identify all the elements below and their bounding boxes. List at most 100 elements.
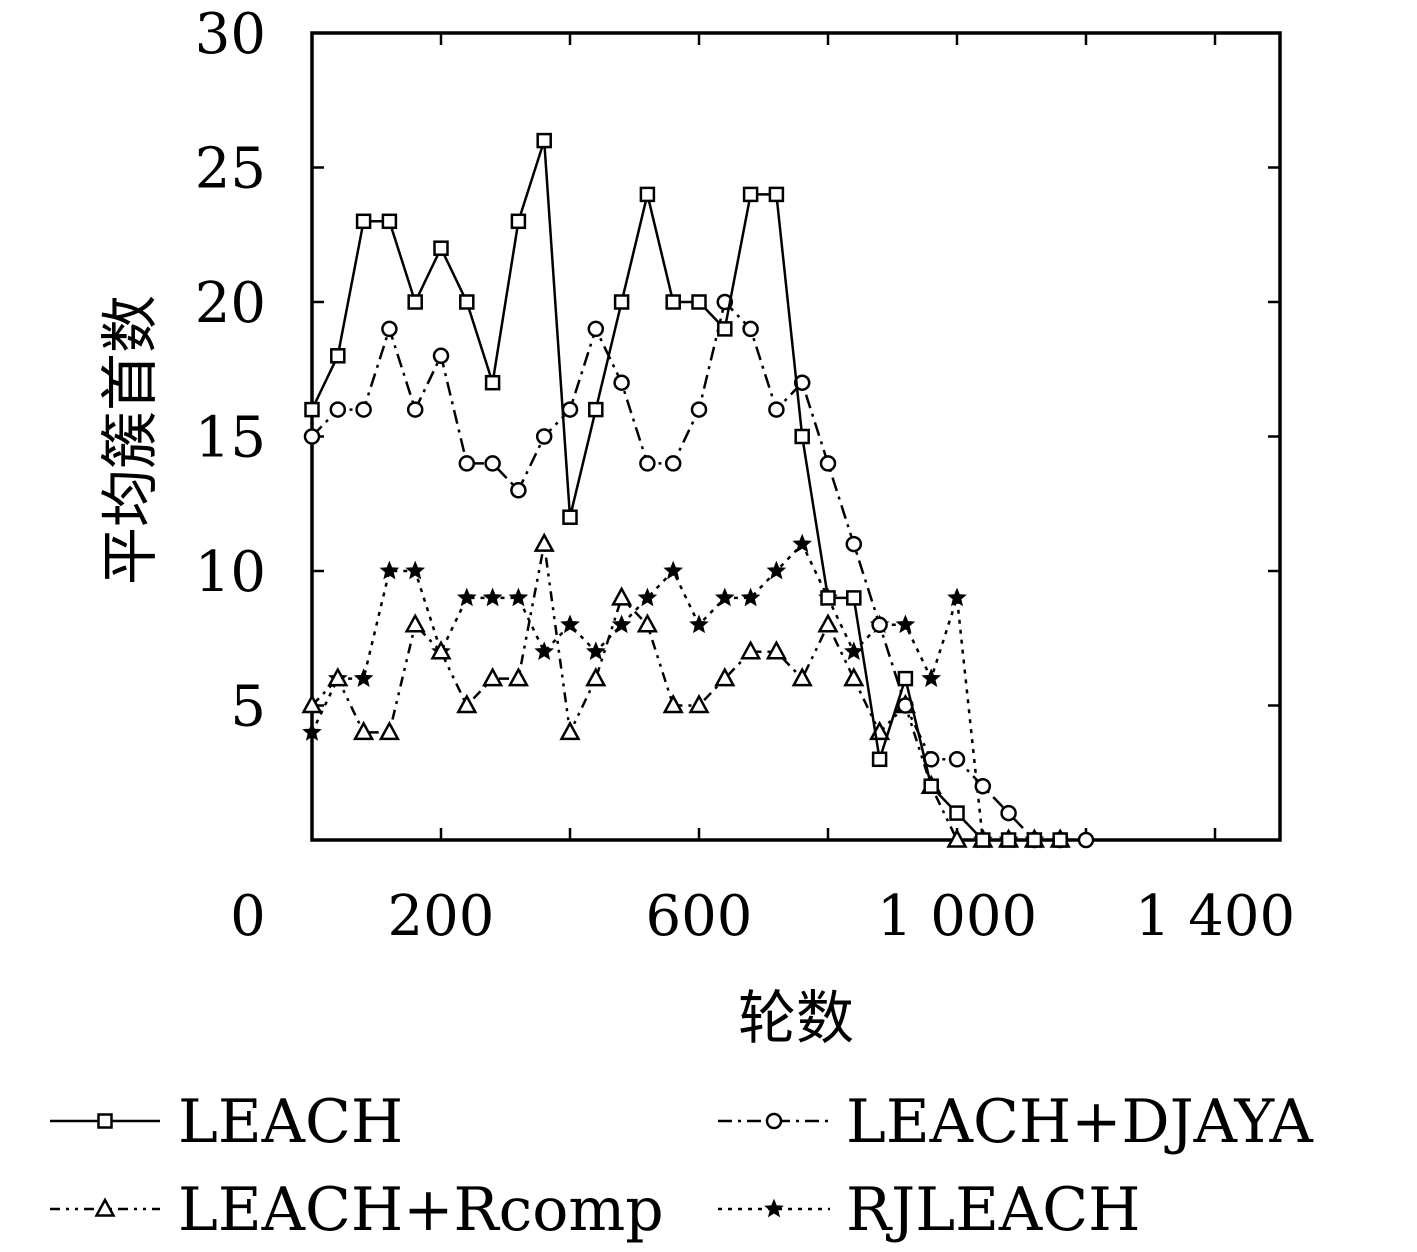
data-point <box>507 667 530 687</box>
data-point <box>301 693 323 714</box>
data-point <box>304 401 320 418</box>
data-point <box>432 347 450 365</box>
data-point <box>378 720 401 741</box>
data-point <box>458 455 476 472</box>
data-point <box>510 213 527 230</box>
data-point <box>846 590 862 606</box>
data-point <box>430 640 452 660</box>
legend-sample-leach-rcomp <box>50 1197 160 1217</box>
data-point <box>742 320 759 338</box>
data-point <box>665 294 681 310</box>
data-point <box>768 401 785 418</box>
data-point <box>481 667 504 687</box>
data-point <box>484 374 501 391</box>
legend-marker <box>94 1197 116 1217</box>
data-point <box>793 374 811 391</box>
legend-sample-rjleach <box>718 1198 830 1218</box>
data-point <box>949 805 965 821</box>
data-point <box>843 667 865 687</box>
data-point <box>819 455 837 472</box>
legend-label-leach: LEACH <box>178 1087 403 1157</box>
data-point <box>871 616 888 634</box>
data-point <box>459 294 475 310</box>
data-point <box>820 590 836 606</box>
series-line <box>311 543 1061 842</box>
legend-sample-leach <box>50 1113 160 1129</box>
data-point <box>1077 831 1095 849</box>
data-point <box>562 509 578 525</box>
data-point <box>330 348 346 364</box>
data-point <box>484 455 501 472</box>
x-tick-label: 200 <box>388 884 495 949</box>
data-point <box>639 186 656 203</box>
legend-item-leach: LEACH <box>50 1087 403 1157</box>
data-point <box>663 560 684 580</box>
data-point <box>1052 832 1068 848</box>
data-point <box>636 613 659 633</box>
data-point <box>639 455 656 472</box>
data-point <box>534 641 555 661</box>
y-tick-label: 20 <box>195 271 266 336</box>
data-point <box>974 777 992 795</box>
data-point <box>508 587 529 607</box>
data-point <box>689 614 709 634</box>
data-point <box>510 482 527 499</box>
data-point <box>691 294 707 310</box>
data-point <box>843 641 864 661</box>
data-point <box>688 693 710 714</box>
data-point <box>560 614 580 634</box>
legend-item-leach-djaya: LEACH+DJAYA <box>718 1087 1313 1157</box>
data-point <box>637 587 658 607</box>
series-rjleach <box>302 533 1045 849</box>
data-point <box>561 401 579 418</box>
data-point <box>613 294 630 310</box>
data-point <box>717 321 733 337</box>
data-point <box>921 668 942 687</box>
data-point <box>740 587 761 607</box>
data-point <box>946 828 968 848</box>
data-point <box>406 401 424 418</box>
data-point <box>817 613 839 633</box>
data-point <box>975 832 991 848</box>
y-tick-label: 5 <box>230 675 266 740</box>
legend-label-leach-djaya: LEACH+DJAYA <box>846 1087 1313 1157</box>
data-point <box>742 186 759 203</box>
data-point <box>407 294 423 310</box>
y-tick-label: 15 <box>195 406 266 471</box>
x-tick-label: 0 <box>230 884 266 949</box>
data-point <box>611 614 632 634</box>
legend-sample-leach-djaya <box>718 1112 830 1130</box>
data-point <box>352 720 375 741</box>
data-point <box>766 560 787 580</box>
data-point <box>353 668 374 687</box>
data-point <box>1000 804 1017 822</box>
axis-ticks: 0 200 600 1 000 1 400 5 10 15 20 25 30 <box>195 2 1295 949</box>
legend-label-leach-rcomp: LEACH+Rcomp <box>178 1175 664 1245</box>
data-point <box>897 670 914 687</box>
data-point <box>690 401 708 418</box>
data-point <box>405 560 426 580</box>
data-point <box>610 586 633 606</box>
data-point <box>613 374 630 391</box>
series-line <box>310 541 1035 842</box>
y-tick-label: 25 <box>195 137 266 202</box>
data-point <box>714 667 736 687</box>
data-point <box>536 132 552 149</box>
data-point <box>404 613 426 633</box>
legend-item-leach-rcomp: LEACH+Rcomp <box>50 1175 664 1245</box>
data-point <box>662 693 684 714</box>
legend-marker <box>97 1113 113 1129</box>
data-point <box>791 667 813 687</box>
data-point <box>845 535 863 553</box>
y-tick-label: 30 <box>195 2 266 67</box>
data-point <box>329 401 347 418</box>
series-leach <box>304 132 1068 848</box>
data-point <box>588 401 604 418</box>
y-tick-label: 10 <box>195 540 266 605</box>
x-tick-label: 1 000 <box>877 884 1037 949</box>
data-point <box>456 587 477 607</box>
legend-label-rjleach: RJLEACH <box>846 1175 1140 1245</box>
data-point <box>559 720 581 741</box>
data-point <box>456 693 478 714</box>
